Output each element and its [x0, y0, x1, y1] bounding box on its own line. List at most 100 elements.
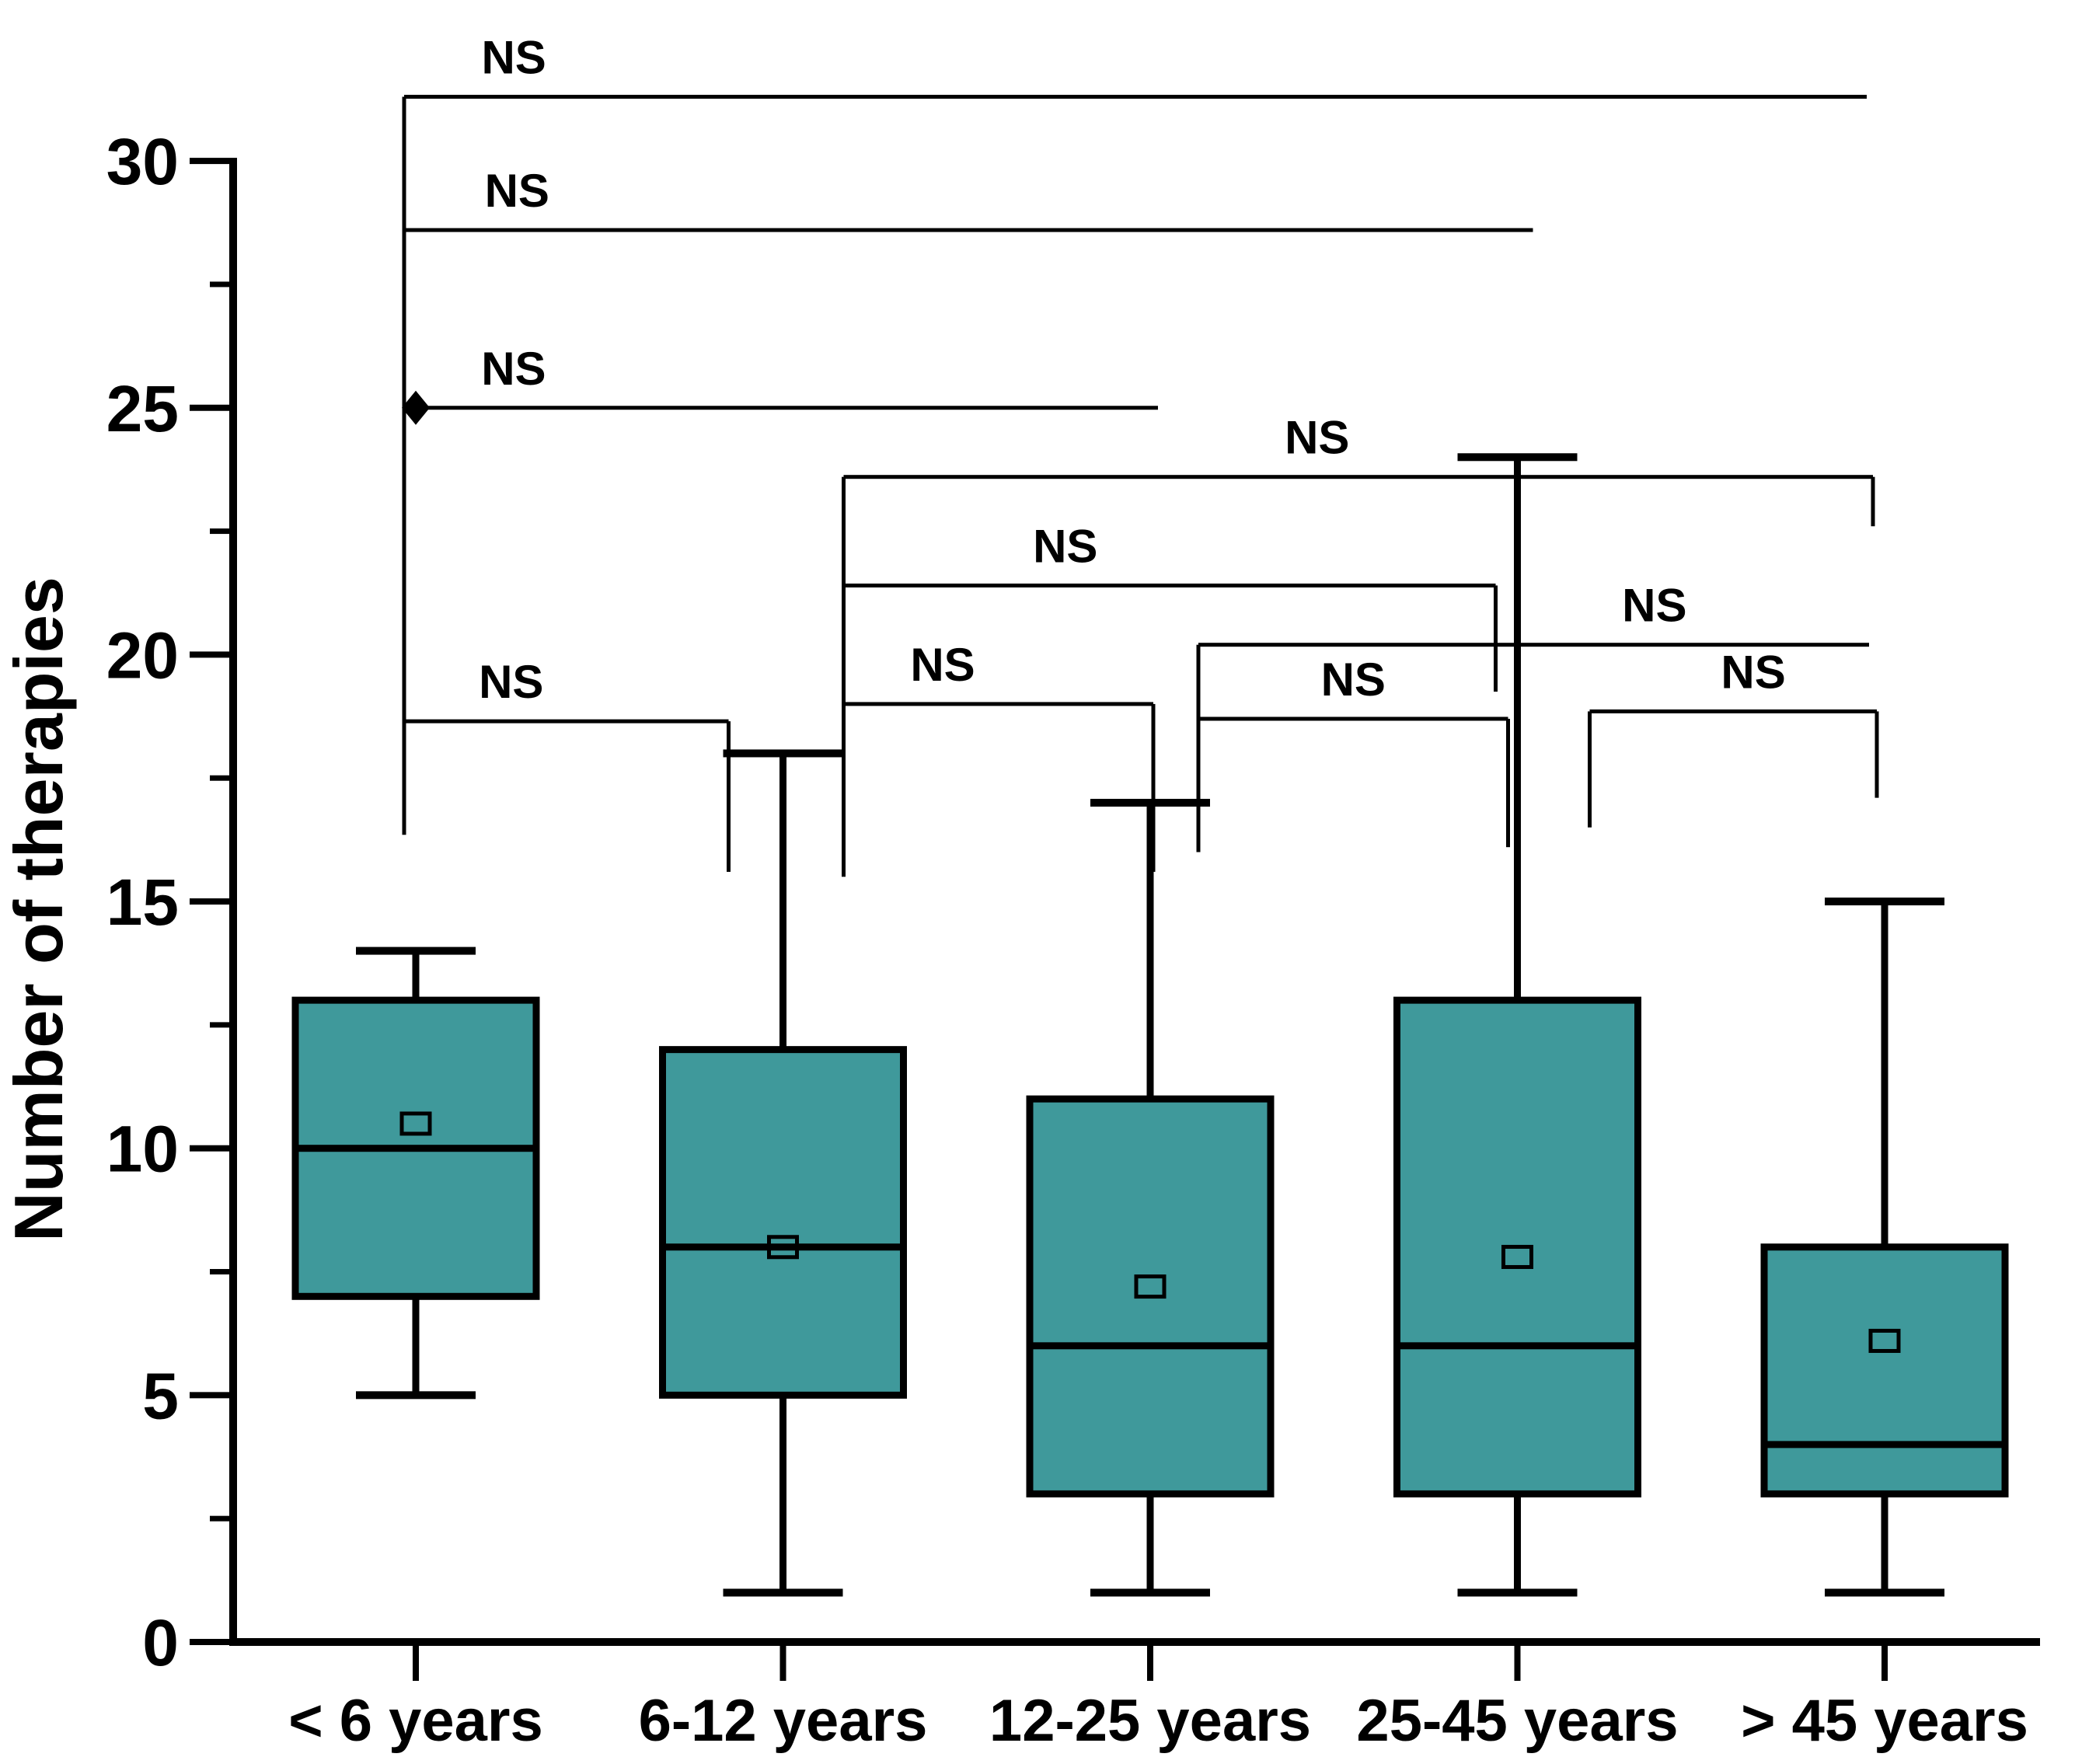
whisker-cap-high-6-12-years	[723, 749, 843, 758]
x-tick-label-lt-6-years: < 6 years	[288, 1688, 543, 1754]
y-tick-label-20: 20	[106, 619, 179, 692]
ns-label-1-3: NS	[481, 343, 546, 395]
whisker-cap-low-lt-6-years	[356, 1391, 476, 1400]
y-tick-label-5: 5	[142, 1359, 179, 1432]
box-6-12-years	[659, 1046, 907, 1399]
x-tick-label-6-12-years: 6-12 years	[639, 1688, 928, 1754]
ns-bracket-3-4	[1198, 716, 1508, 721]
box-gt-45-years	[1760, 1243, 2009, 1497]
whisker-cap-low-6-12-years	[723, 1588, 843, 1597]
mean-marker-6-12-years	[767, 1235, 799, 1260]
ns-bracket-1-5-left-drop	[402, 96, 406, 835]
ns-bracket-3-4-right-drop	[1506, 718, 1510, 848]
whisker-cap-high-12-25-years	[1090, 798, 1210, 807]
median-line-lt-6-years	[295, 1145, 536, 1152]
mean-marker-gt-45-years	[1868, 1328, 1901, 1353]
ns-label-4-5: NS	[1721, 646, 1785, 698]
ns-bracket-2-3	[843, 702, 1153, 706]
whisker-cap-high-lt-6-years	[356, 946, 476, 955]
ns-label-1-2: NS	[479, 656, 543, 708]
y-minor-tick-2.5	[210, 1515, 229, 1522]
ns-bracket-2-4-right-drop	[1494, 585, 1498, 692]
whisker-top-6-12-years	[779, 753, 786, 1050]
ns-bracket-2-4	[843, 583, 1496, 587]
whisker-top-gt-45-years	[1881, 901, 1888, 1247]
x-tick-label-gt-45-years: > 45 years	[1741, 1688, 2028, 1754]
y-tick-30	[190, 158, 229, 165]
y-tick-label-15: 15	[106, 866, 179, 939]
ns-bracket-4-5-right-drop	[1874, 711, 1879, 798]
median-line-gt-45-years	[1764, 1441, 2005, 1449]
mean-marker-25-45-years	[1501, 1244, 1533, 1269]
ns-bracket-1-3	[417, 406, 1158, 410]
x-tick-6-12-years	[779, 1646, 786, 1681]
y-tick-15	[190, 898, 229, 905]
ns-bracket-4-5	[1589, 709, 1877, 713]
significance-brackets-layer	[402, 95, 1879, 877]
whisker-bottom-6-12-years	[779, 1395, 786, 1593]
ns-bracket-4-5-left-drop	[1588, 711, 1592, 828]
ns-bracket-2-5-right-drop	[1871, 476, 1875, 527]
ns-label-1-4: NS	[485, 165, 549, 217]
y-minor-tick-7.5	[210, 1269, 229, 1275]
median-line-6-12-years	[662, 1243, 904, 1251]
y-tick-label-25: 25	[106, 372, 179, 445]
x-tick-gt-45-years	[1881, 1646, 1888, 1681]
x-tick-25-45-years	[1514, 1646, 1521, 1681]
whisker-bottom-25-45-years	[1514, 1494, 1521, 1593]
x-tick-lt-6-years	[413, 1646, 419, 1681]
labels-layer: NS NS NS NS NS NS NS NS NS NS 0 5 10 15 20 25 30 < 6 year…	[106, 32, 2028, 1754]
whisker-cap-low-12-25-years	[1090, 1588, 1210, 1597]
ns-bracket-2-5	[843, 475, 1873, 479]
y-minor-tick-17.5	[210, 775, 229, 781]
whisker-bottom-lt-6-years	[412, 1296, 420, 1396]
y-tick-25	[190, 404, 229, 411]
y-minor-tick-22.5	[210, 528, 229, 535]
whisker-top-12-25-years	[1146, 802, 1154, 1100]
whisker-cap-low-gt-45-years	[1825, 1588, 1944, 1597]
ns-label-3-5: NS	[1622, 580, 1686, 632]
whisker-cap-low-25-45-years	[1457, 1588, 1578, 1597]
ns-label-1-5: NS	[481, 32, 546, 84]
whisker-bottom-gt-45-years	[1881, 1494, 1888, 1593]
ns-label-2-3: NS	[910, 639, 975, 691]
ns-bracket-1-5	[404, 95, 1867, 99]
y-tick-5	[190, 1392, 229, 1399]
ns-bracket-2-3-right-drop	[1151, 703, 1156, 872]
median-line-25-45-years	[1397, 1342, 1638, 1350]
y-tick-0	[190, 1639, 229, 1645]
ns-bracket-3-5-left-drop	[1196, 644, 1201, 852]
y-tick-10	[190, 1145, 229, 1152]
outlier-diamond-lt-6-years	[402, 390, 430, 425]
y-minor-tick-12.5	[210, 1022, 229, 1028]
axes-layer	[190, 158, 2040, 1681]
x-tick-label-25-45-years: 25-45 years	[1356, 1688, 1678, 1754]
y-tick-label-30: 30	[106, 125, 179, 198]
ns-label-3-4: NS	[1321, 654, 1386, 706]
mean-marker-lt-6-years	[399, 1111, 432, 1136]
y-tick-label-10: 10	[106, 1113, 179, 1186]
median-line-12-25-years	[1030, 1342, 1271, 1350]
x-tick-12-25-years	[1147, 1646, 1153, 1681]
ns-label-2-4: NS	[1033, 520, 1097, 572]
y-tick-label-0: 0	[142, 1606, 179, 1679]
y-tick-20	[190, 651, 229, 658]
ns-bracket-1-2-right-drop	[727, 721, 731, 872]
y-minor-tick-27.5	[210, 281, 229, 288]
ns-label-2-5: NS	[1285, 412, 1349, 464]
y-axis	[229, 158, 237, 1647]
whisker-top-lt-6-years	[412, 950, 420, 1001]
whisker-cap-high-gt-45-years	[1825, 898, 1944, 906]
whisker-cap-high-25-45-years	[1457, 453, 1578, 462]
whisker-bottom-12-25-years	[1146, 1494, 1154, 1593]
ns-bracket-1-4	[404, 228, 1533, 232]
ns-bracket-1-2	[404, 719, 729, 723]
boxes-layer	[291, 390, 2009, 1597]
x-tick-label-12-25-years: 12-25 years	[989, 1688, 1311, 1754]
ns-bracket-2-5-left-drop	[842, 476, 846, 877]
y-axis-title: Number of therapies	[0, 577, 77, 1242]
ns-bracket-3-5	[1198, 643, 1869, 647]
mean-marker-12-25-years	[1134, 1274, 1167, 1299]
x-axis	[229, 1638, 2040, 1646]
